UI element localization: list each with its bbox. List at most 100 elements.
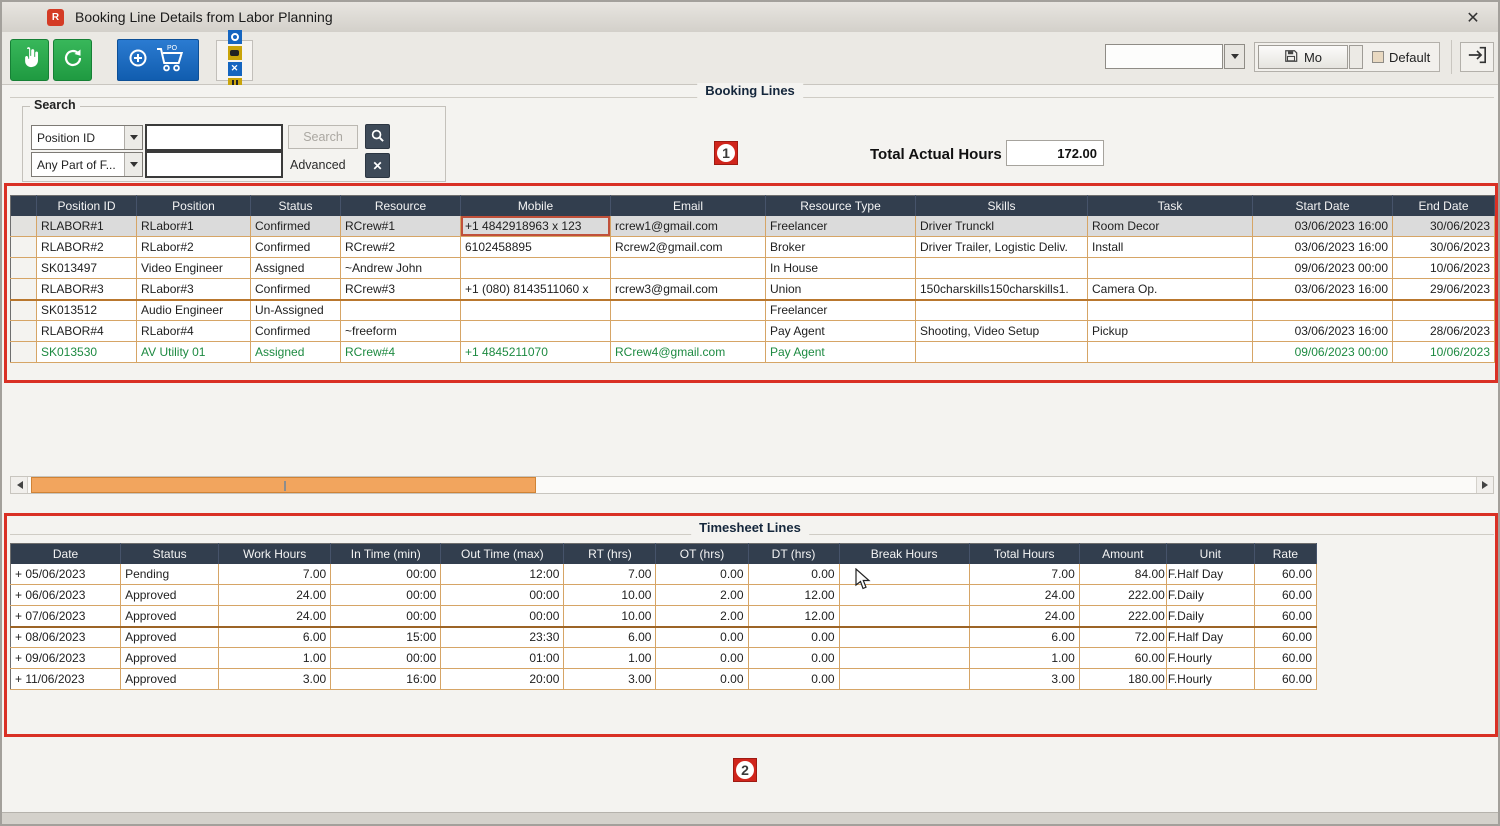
cell-end-date[interactable]: 10/06/2023 [1392, 257, 1495, 279]
cell-end-date[interactable]: 10/06/2023 [1392, 341, 1495, 363]
cell-skills[interactable]: Driver Trailer, Logistic Deliv. [915, 236, 1088, 258]
cell-position[interactable]: AV Utility 01 [136, 341, 251, 363]
row-indicator-cell[interactable] [10, 320, 37, 342]
cell-start-date[interactable] [1252, 299, 1393, 321]
cell-email[interactable] [610, 320, 766, 342]
cell-ot[interactable]: 0.00 [655, 668, 749, 690]
booking-row[interactable]: SK013530 AV Utility 01 Assigned RCrew#4 … [10, 341, 1495, 363]
cell-skills[interactable]: 150charskills150charskills1. [915, 278, 1088, 301]
timesheet-row[interactable]: + 08/06/2023 Approved 6.00 15:00 23:30 6… [10, 625, 1318, 648]
booking-column-header[interactable]: Resource Type [765, 195, 916, 216]
cell-work-hours[interactable]: 6.00 [218, 625, 332, 648]
cell-status[interactable]: Confirmed [250, 236, 341, 258]
booking-column-header[interactable]: Start Date [1252, 195, 1393, 216]
booking-column-header[interactable]: Email [610, 195, 766, 216]
row-indicator-cell[interactable] [10, 278, 37, 301]
cell-rate[interactable]: 60.00 [1254, 605, 1318, 627]
cell-out-time[interactable]: 01:00 [440, 647, 565, 669]
cell-skills[interactable] [915, 341, 1088, 363]
row-indicator-cell[interactable] [10, 299, 37, 321]
cell-task[interactable] [1087, 341, 1253, 363]
cell-dt[interactable]: 0.00 [748, 668, 840, 690]
cell-rate[interactable]: 60.00 [1254, 625, 1318, 648]
cell-resource-type[interactable]: Freelancer [765, 299, 916, 321]
cell-unit[interactable]: F.Hourly [1166, 668, 1255, 690]
close-icon[interactable]: ✕ [1466, 10, 1480, 27]
cell-ot[interactable]: 0.00 [655, 625, 749, 648]
cell-status[interactable]: Approved [120, 625, 220, 648]
cell-break-hours[interactable] [839, 625, 970, 648]
cell-rt[interactable]: 10.00 [563, 584, 657, 606]
cell-email[interactable] [610, 299, 766, 321]
cell-rate[interactable]: 60.00 [1254, 563, 1318, 585]
cell-ot[interactable]: 0.00 [655, 563, 749, 585]
cell-dt[interactable]: 12.00 [748, 605, 840, 627]
scroll-left-button[interactable] [11, 477, 28, 493]
cell-mobile[interactable] [460, 257, 611, 279]
cell-break-hours[interactable] [839, 647, 970, 669]
scrollbar-thumb[interactable] [31, 477, 536, 493]
cell-email[interactable]: rcrew1@gmail.com [610, 215, 766, 237]
cell-in-time[interactable]: 16:00 [330, 668, 442, 690]
cell-end-date[interactable]: 28/06/2023 [1392, 320, 1495, 342]
search-field1-arrow[interactable] [124, 126, 142, 149]
cell-unit[interactable]: F.Half Day [1166, 563, 1255, 585]
cell-task[interactable]: Install [1087, 236, 1253, 258]
cell-total-hours[interactable]: 7.00 [969, 563, 1080, 585]
cell-rt[interactable]: 3.00 [563, 668, 657, 690]
cell-mobile[interactable] [460, 320, 611, 342]
timesheet-row[interactable]: + 07/06/2023 Approved 24.00 00:00 00:00 … [10, 605, 1318, 627]
cell-in-time[interactable]: 00:00 [330, 647, 442, 669]
cell-dt[interactable]: 12.00 [748, 584, 840, 606]
cell-in-time[interactable]: 00:00 [330, 584, 442, 606]
cell-amount[interactable]: 222.00 [1079, 584, 1167, 606]
booking-column-header[interactable]: Skills [915, 195, 1088, 216]
add-to-po-button[interactable]: PO [117, 39, 199, 81]
cell-resource-type[interactable]: Union [765, 278, 916, 301]
save-layout-button[interactable]: Mo [1258, 45, 1348, 69]
cell-start-date[interactable]: 03/06/2023 16:00 [1252, 278, 1393, 301]
cell-skills[interactable] [915, 257, 1088, 279]
search-button[interactable]: Search [288, 125, 358, 149]
cell-resource-type[interactable]: Pay Agent [765, 341, 916, 363]
cell-date[interactable]: + 05/06/2023 [10, 563, 122, 585]
cell-unit[interactable]: F.Daily [1166, 584, 1255, 606]
cell-unit[interactable]: F.Daily [1166, 605, 1255, 627]
booking-column-header[interactable]: End Date [1392, 195, 1495, 216]
cell-date[interactable]: + 06/06/2023 [10, 584, 122, 606]
timesheet-row[interactable]: + 05/06/2023 Pending 7.00 00:00 12:00 7.… [10, 563, 1318, 585]
cell-position-id[interactable]: SK013530 [36, 341, 137, 363]
cell-amount[interactable]: 60.00 [1079, 647, 1167, 669]
cell-total-hours[interactable]: 3.00 [969, 668, 1080, 690]
booking-row[interactable]: SK013497 Video Engineer Assigned ~Andrew… [10, 257, 1495, 279]
cell-total-hours[interactable]: 1.00 [969, 647, 1080, 669]
cell-break-hours[interactable] [839, 605, 970, 627]
booking-row[interactable]: SK013512 Audio Engineer Un-Assigned Free… [10, 299, 1495, 321]
cell-resource-type[interactable]: Pay Agent [765, 320, 916, 342]
booking-row[interactable]: RLABOR#4 RLabor#4 Confirmed ~freeform Pa… [10, 320, 1495, 342]
cell-status[interactable]: Assigned [250, 341, 341, 363]
cell-ot[interactable]: 2.00 [655, 584, 749, 606]
cell-amount[interactable]: 72.00 [1079, 625, 1167, 648]
row-indicator-cell[interactable] [10, 341, 37, 363]
view-combobox[interactable] [1105, 44, 1223, 69]
cell-date[interactable]: + 07/06/2023 [10, 605, 122, 627]
cell-position-id[interactable]: SK013497 [36, 257, 137, 279]
search-go-button[interactable] [365, 124, 390, 149]
cell-position[interactable]: Video Engineer [136, 257, 251, 279]
timesheet-column-header[interactable]: RT (hrs) [563, 543, 657, 564]
cell-position-id[interactable]: RLABOR#1 [36, 215, 137, 237]
cell-position-id[interactable]: RLABOR#3 [36, 278, 137, 301]
cell-work-hours[interactable]: 1.00 [218, 647, 332, 669]
cell-in-time[interactable]: 15:00 [330, 625, 442, 648]
row-indicator-cell[interactable] [10, 236, 37, 258]
cell-rt[interactable]: 1.00 [563, 647, 657, 669]
clear-search-button[interactable]: ✕ [365, 153, 390, 178]
booking-row[interactable]: RLABOR#2 RLabor#2 Confirmed RCrew#2 6102… [10, 236, 1495, 258]
booking-row[interactable]: RLABOR#1 RLabor#1 Confirmed RCrew#1 +1 4… [10, 215, 1495, 237]
cell-end-date[interactable] [1392, 299, 1495, 321]
select-mode-button[interactable] [10, 39, 49, 81]
cell-total-hours[interactable]: 24.00 [969, 584, 1080, 606]
cell-resource-type[interactable]: Broker [765, 236, 916, 258]
timesheet-column-header[interactable]: Total Hours [969, 543, 1080, 564]
